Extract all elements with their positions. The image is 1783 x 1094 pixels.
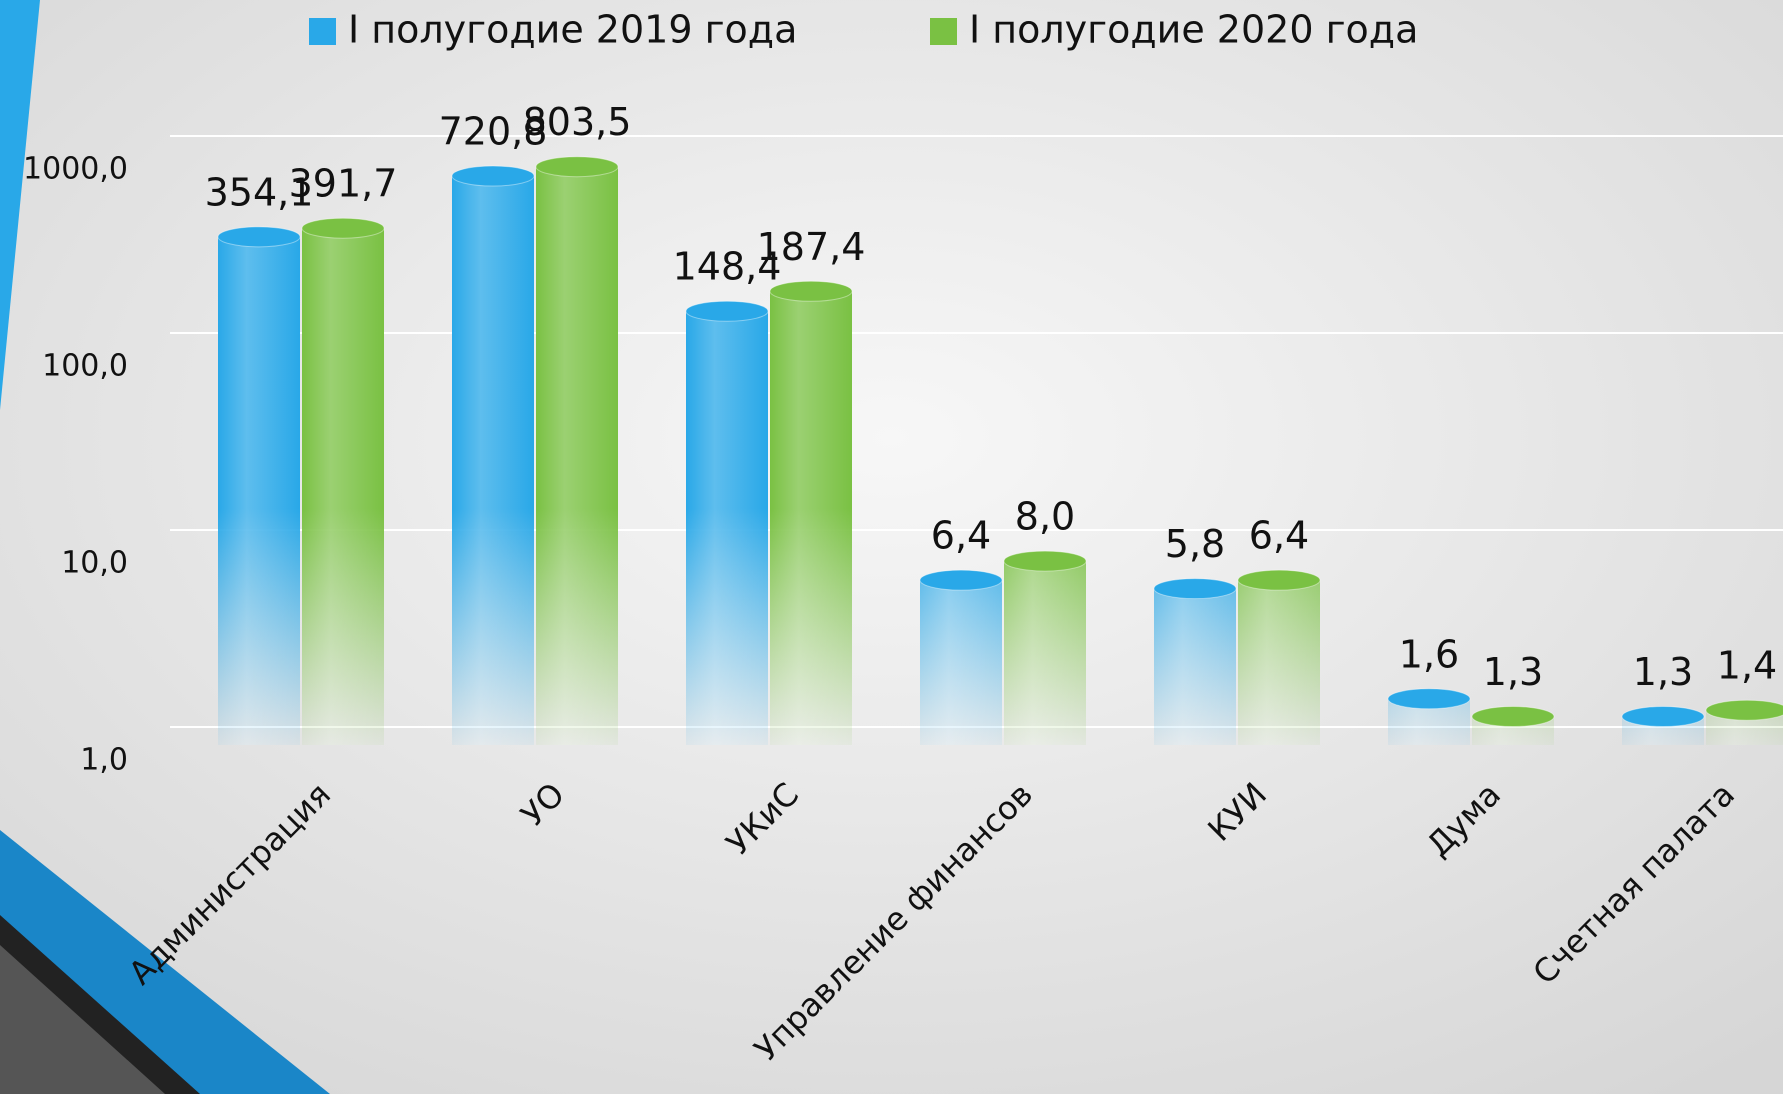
value-label: 6,4 (931, 514, 991, 558)
bar-top (1003, 550, 1087, 572)
value-label: 8,0 (1015, 495, 1075, 539)
bar-shine (302, 228, 384, 746)
bar-top (1471, 706, 1555, 728)
value-label: 6,4 (1249, 514, 1309, 558)
value-label: 1,3 (1483, 650, 1543, 694)
legend-swatch (930, 18, 957, 45)
legend-swatch (309, 18, 336, 45)
bar-shine (686, 311, 768, 745)
value-label: 148,4 (673, 245, 782, 289)
decor-stripe (0, 0, 40, 410)
legend-label: I полугодие 2019 года (348, 8, 797, 52)
value-label: 1,4 (1717, 644, 1777, 688)
y-tick-label: 100,0 (42, 349, 128, 384)
value-label: 391,7 (289, 162, 398, 206)
bar-top (1153, 578, 1237, 600)
bar-shine (770, 291, 852, 745)
bar-shine (452, 176, 534, 745)
y-tick-label: 10,0 (61, 546, 128, 581)
bar-shine (536, 166, 618, 746)
bar-top (1237, 569, 1321, 591)
bar-shine (218, 236, 300, 745)
value-label: 720,8 (439, 110, 548, 154)
bar-shine (1238, 580, 1320, 745)
value-label: 354,1 (205, 170, 314, 214)
value-label: 187,4 (757, 225, 866, 269)
bar-shine (920, 580, 1002, 745)
bar-top (1705, 699, 1783, 721)
bar-top (1621, 706, 1705, 728)
bar-top (1387, 688, 1471, 710)
bar-top (535, 156, 619, 178)
y-tick-label: 1,0 (80, 743, 128, 778)
bar-top (919, 569, 1003, 591)
bar-top (301, 217, 385, 239)
bar-shine (1004, 561, 1086, 745)
decor-stripe (0, 945, 165, 1094)
value-label: 1,3 (1633, 650, 1693, 694)
value-label: 5,8 (1165, 522, 1225, 566)
bar-top (217, 226, 301, 248)
bar-top (769, 280, 853, 302)
value-label: 803,5 (523, 100, 632, 144)
bar-top (685, 300, 769, 322)
legend-label: I полугодие 2020 года (969, 8, 1418, 52)
bar-top (451, 165, 535, 187)
bar-shine (1154, 588, 1236, 745)
y-tick-label: 1000,0 (23, 152, 128, 187)
value-label: 1,6 (1399, 632, 1459, 676)
